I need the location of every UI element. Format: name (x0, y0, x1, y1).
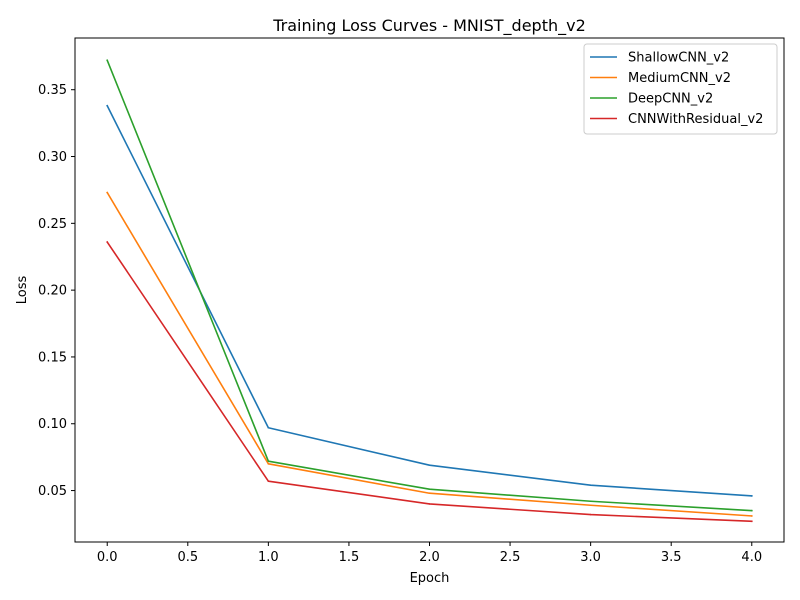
y-tick-label: 0.20 (38, 284, 67, 299)
data-point (428, 464, 431, 466)
data-point (589, 513, 592, 516)
legend-box (583, 43, 778, 135)
x-axis-ticks: 0.0 0.5 1.0 1.5 2.0 2.5 3.0 3.5 4.0 (97, 542, 762, 565)
legend-label: DeepCNN_v2 (628, 92, 713, 107)
y-tick-label: 0.35 (38, 83, 67, 98)
data-point (267, 463, 270, 465)
data-point (750, 520, 753, 523)
x-tick-label: 2.5 (500, 550, 521, 565)
legend-label: MediumCNN_v2 (628, 71, 731, 86)
data-point (106, 59, 109, 62)
legend: ShallowCNN_v2 MediumCNN_v2 DeepCNN_v2 CNNWi… (583, 43, 778, 135)
data-point (267, 480, 270, 483)
data-point (428, 492, 431, 495)
data-point (428, 488, 431, 491)
x-tick-label: 3.0 (580, 550, 601, 565)
x-tick-label: 4.0 (741, 550, 762, 565)
legend-label: CNNWithResidual_v2 (628, 112, 763, 127)
y-tick-label: 0.05 (38, 484, 67, 499)
y-axis-label: Loss (15, 276, 30, 305)
data-point (106, 241, 109, 243)
data-point (750, 515, 753, 517)
data-point (589, 500, 592, 503)
legend-label: ShallowCNN_v2 (628, 51, 729, 66)
y-tick-label: 0.15 (38, 350, 67, 365)
data-point (750, 509, 753, 512)
y-tick-label: 0.10 (38, 417, 67, 432)
data-point (106, 104, 109, 107)
data-point (267, 460, 270, 462)
x-tick-label: 3.5 (661, 550, 682, 565)
data-point (589, 504, 592, 507)
data-point (589, 484, 592, 487)
data-point (428, 503, 431, 505)
plot-frame (74, 37, 785, 543)
series-lines (106, 59, 753, 523)
x-tick-label: 1.0 (258, 550, 279, 565)
legend-items: ShallowCNN_v2 MediumCNN_v2 DeepCNN_v2 CNNWi… (590, 51, 763, 127)
y-axis-ticks: 0.05 0.10 0.15 0.20 0.25 0.30 0.35 (38, 83, 75, 499)
y-tick-label: 0.30 (38, 150, 67, 165)
x-axis-label: Epoch (410, 571, 450, 586)
chart-title: Training Loss Curves - MNIST_depth_v2 (272, 16, 586, 36)
x-tick-label: 0.5 (177, 550, 198, 565)
x-tick-label: 2.0 (419, 550, 440, 565)
data-point (106, 191, 109, 194)
x-tick-label: 0.0 (97, 550, 118, 565)
data-point (267, 426, 270, 429)
y-tick-label: 0.25 (38, 217, 67, 232)
data-point (750, 495, 753, 497)
x-tick-label: 1.5 (339, 550, 360, 565)
